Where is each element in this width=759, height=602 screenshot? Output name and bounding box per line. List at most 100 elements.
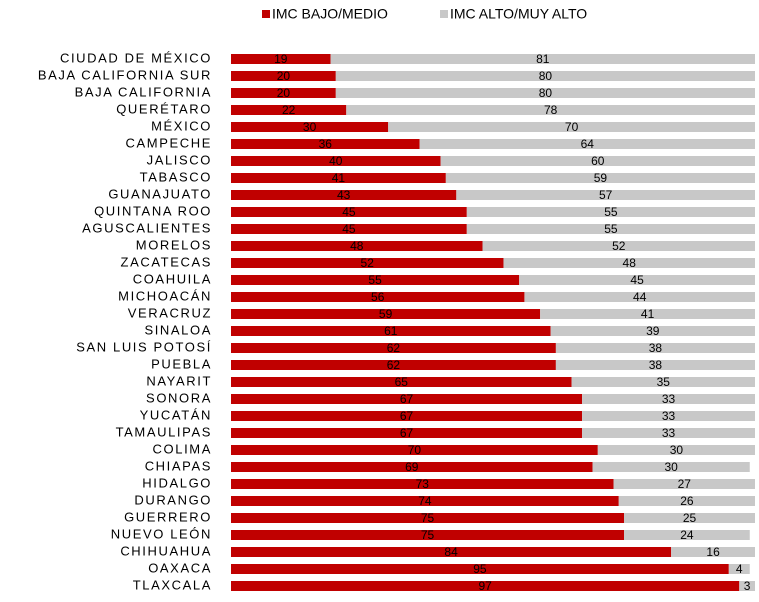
- data-label: 45: [342, 205, 356, 219]
- data-label: 43: [337, 188, 351, 202]
- bar-segment: [231, 513, 624, 523]
- y-tick-label: HIDALGO: [142, 475, 212, 490]
- y-tick-label: BAJA CALIFORNIA SUR: [38, 67, 212, 82]
- y-tick-label: CHIAPAS: [145, 458, 212, 473]
- data-label: 38: [649, 341, 663, 355]
- y-tick-label: TABASCO: [140, 169, 212, 184]
- y-tick-label: SINALOA: [144, 322, 212, 337]
- y-tick-label: COAHUILA: [133, 271, 212, 286]
- data-label: 75: [421, 528, 435, 542]
- data-label: 70: [565, 120, 579, 134]
- data-label: 52: [361, 256, 375, 270]
- bar-segment: [445, 173, 755, 183]
- bar-segment: [335, 71, 755, 81]
- data-label: 65: [395, 375, 409, 389]
- bar-segment: [231, 105, 347, 115]
- data-label: 16: [706, 545, 720, 559]
- data-label: 30: [303, 120, 317, 134]
- bar-segment: [231, 428, 583, 438]
- data-label: 38: [649, 358, 663, 372]
- data-label: 20: [277, 69, 291, 83]
- bar-segment: [231, 275, 520, 285]
- data-label: 20: [277, 86, 291, 100]
- bar-segment: [231, 445, 598, 455]
- bar-segment: [231, 326, 551, 336]
- bar-segment: [613, 479, 755, 489]
- bar-segment: [231, 156, 441, 166]
- y-tick-label: NUEVO LEÓN: [111, 526, 212, 541]
- y-tick-label: ZACATECAS: [121, 254, 212, 269]
- bar-segment: [231, 564, 729, 574]
- bar-segment: [582, 428, 755, 438]
- bar-segment: [231, 122, 389, 132]
- data-label: 22: [282, 103, 296, 117]
- bar-segment: [231, 241, 483, 251]
- bar-segment: [440, 156, 755, 166]
- bar-segment: [555, 360, 755, 370]
- bar-segment: [335, 88, 755, 98]
- bar-segment: [739, 581, 755, 591]
- bar-segment: [231, 343, 556, 353]
- y-tick-label: SAN LUIS POTOSÍ: [76, 339, 212, 354]
- y-tick-label: GUERRERO: [124, 509, 212, 524]
- bar-segment: [330, 54, 755, 64]
- data-label: 67: [400, 409, 414, 423]
- y-tick-label: COLIMA: [153, 441, 212, 456]
- y-tick-label: DURANGO: [134, 492, 212, 507]
- data-label: 67: [400, 426, 414, 440]
- bar-segment: [231, 411, 583, 421]
- data-label: 64: [581, 137, 595, 151]
- data-label: 33: [662, 426, 676, 440]
- data-label: 26: [680, 494, 694, 508]
- data-label: 84: [444, 545, 458, 559]
- bar-segment: [592, 462, 750, 472]
- data-label: 59: [379, 307, 393, 321]
- bar-segment: [346, 105, 755, 115]
- bar-segment: [456, 190, 755, 200]
- data-label: 30: [664, 460, 678, 474]
- bar-segment: [388, 122, 755, 132]
- bar-segment: [231, 207, 467, 217]
- bar-segment: [550, 326, 755, 336]
- data-label: 80: [539, 86, 553, 100]
- y-tick-label: AGUSCALIENTES: [82, 220, 212, 235]
- y-tick-label: CAMPECHE: [126, 135, 212, 150]
- y-tick-label: PUEBLA: [151, 356, 212, 371]
- data-label: 74: [418, 494, 432, 508]
- bar-segment: [231, 479, 614, 489]
- data-label: 39: [646, 324, 660, 338]
- bar-segment: [582, 394, 755, 404]
- legend-label: IMC ALTO/MUY ALTO: [450, 6, 587, 22]
- y-tick-label: MICHOACÁN: [118, 288, 212, 303]
- bar-segment: [231, 309, 541, 319]
- bar-segment: [624, 513, 755, 523]
- data-label: 55: [604, 205, 618, 219]
- data-label: 78: [544, 103, 558, 117]
- y-tick-label: SONORA: [146, 390, 212, 405]
- y-tick-label: QUINTANA ROO: [94, 203, 212, 218]
- data-label: 67: [400, 392, 414, 406]
- bar-segment: [231, 394, 583, 404]
- bar-segment: [466, 224, 755, 234]
- data-label: 35: [657, 375, 671, 389]
- bar-segment: [466, 207, 755, 217]
- data-label: 55: [604, 222, 618, 236]
- data-label: 4: [736, 562, 743, 576]
- y-tick-label: JALISCO: [147, 152, 212, 167]
- bar-segment: [671, 547, 755, 557]
- bar-segment: [728, 564, 750, 574]
- data-label: 57: [599, 188, 613, 202]
- y-tick-label: QUERÉTARO: [116, 101, 212, 116]
- y-tick-label: CHIHUAHUA: [120, 543, 212, 558]
- data-label: 81: [536, 52, 550, 66]
- bar-segment: [231, 224, 467, 234]
- data-label: 55: [368, 273, 382, 287]
- bar-segment: [231, 258, 504, 268]
- bar-segment: [231, 71, 336, 81]
- y-tick-label: VERACRUZ: [128, 305, 212, 320]
- bar-segment: [597, 445, 755, 455]
- y-tick-label: TLAXCALA: [133, 577, 212, 592]
- data-label: 59: [594, 171, 608, 185]
- bar-segment: [231, 547, 672, 557]
- bar-segment: [231, 139, 420, 149]
